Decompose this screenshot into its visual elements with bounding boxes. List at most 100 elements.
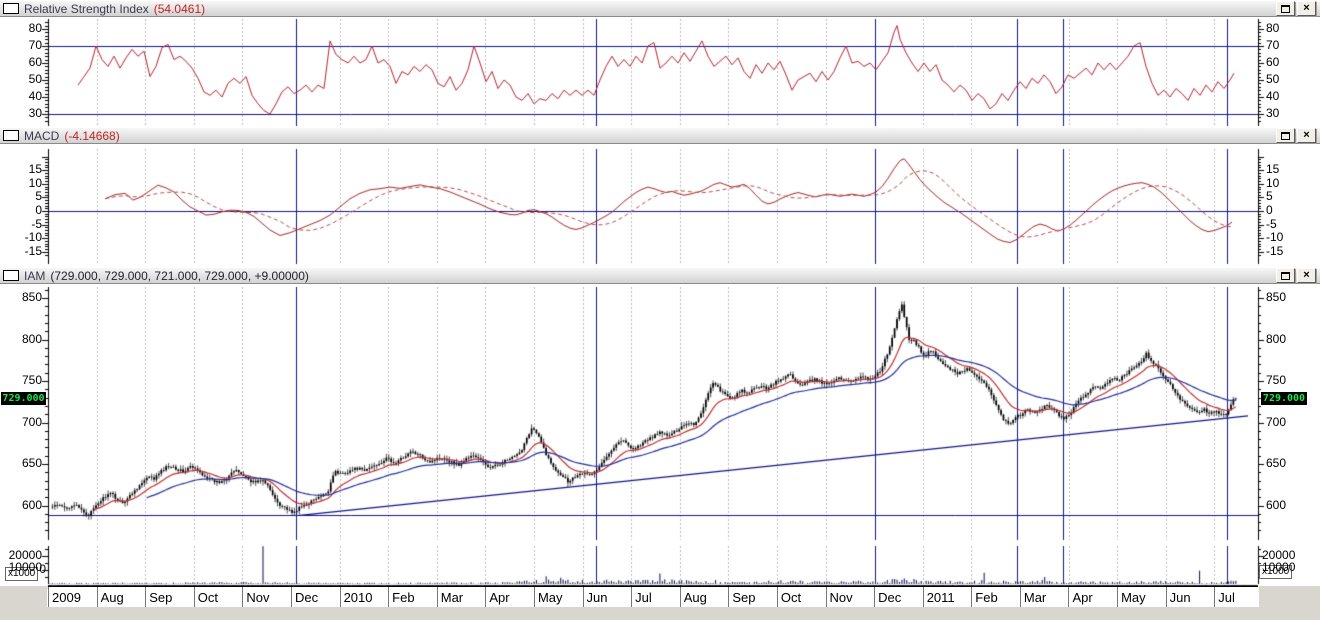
rsi-ytick-left: 50 bbox=[28, 72, 42, 86]
xaxis-month-label: Oct bbox=[776, 587, 826, 607]
price-ytick-right: 800 bbox=[1266, 331, 1287, 346]
xaxis-month-label: 2010 bbox=[339, 587, 389, 607]
rsi-ytick-right: 60 bbox=[1266, 55, 1280, 69]
macd-ytick-right: 0 bbox=[1266, 203, 1273, 217]
xaxis-month-label: Apr bbox=[1068, 587, 1117, 607]
volume-multiplier-left: x1000 bbox=[5, 567, 39, 581]
macd-ytick-right: 15 bbox=[1266, 162, 1280, 177]
rsi-ytick-right: 80 bbox=[1266, 21, 1280, 35]
rsi-ytick-left: 80 bbox=[28, 21, 42, 35]
volume-ytick-left: 10000 bbox=[8, 560, 42, 574]
macd-ytick-left: 5 bbox=[35, 189, 42, 204]
price-panel-value: (729.000, 729.000, 721.000, 729.000, +9.… bbox=[50, 268, 309, 283]
price-panel-icon bbox=[3, 270, 19, 281]
maximize-icon bbox=[1281, 271, 1290, 280]
bottom-chrome-strip bbox=[0, 607, 1320, 620]
macd-ytick-left: 15 bbox=[28, 162, 42, 177]
volume-ytick-left: 0 bbox=[39, 562, 46, 576]
rsi-window-buttons: × bbox=[1276, 1, 1316, 16]
xaxis-month-label: Dec bbox=[874, 587, 923, 607]
price-ytick-right: 650 bbox=[1266, 456, 1287, 470]
xaxis-month-label: Dec bbox=[290, 587, 340, 607]
xaxis-month-label: Mar bbox=[436, 587, 486, 607]
xaxis-month-label: May bbox=[533, 587, 583, 607]
rsi-ytick-right: 70 bbox=[1266, 38, 1280, 52]
price-ytick-right: 700 bbox=[1266, 414, 1287, 429]
xaxis-month-label: Jul bbox=[631, 587, 680, 607]
price-ytick-left: 750 bbox=[21, 373, 42, 387]
xaxis-month-label: Jun bbox=[1165, 587, 1215, 607]
macd-ytick-right: 5 bbox=[1266, 189, 1273, 204]
xaxis-month-label: 2009 bbox=[48, 587, 97, 607]
last-price-badge-left: 729.000 bbox=[1, 392, 46, 405]
rsi-panel-value: (54.0461) bbox=[153, 1, 206, 16]
rsi-panel-icon bbox=[3, 3, 19, 14]
volume-ytick-left: 20000 bbox=[8, 548, 42, 562]
price-panel-title: IAM bbox=[24, 268, 46, 283]
close-icon: × bbox=[1303, 2, 1310, 14]
volume-ytick-right: 20000 bbox=[1262, 548, 1296, 562]
rsi-ytick-left: 60 bbox=[28, 55, 42, 69]
macd-ytick-right: -10 bbox=[1266, 230, 1284, 245]
maximize-icon bbox=[1281, 131, 1290, 140]
price-ytick-left: 800 bbox=[21, 331, 42, 346]
macd-ytick-right: 10 bbox=[1266, 175, 1280, 190]
xaxis-month-label: Oct bbox=[193, 587, 243, 607]
xaxis-month-label: Feb bbox=[388, 587, 437, 607]
rsi-maximize-button[interactable] bbox=[1276, 1, 1295, 16]
rsi-panel-title: Relative Strength Index bbox=[24, 1, 149, 16]
xaxis-month-label: Apr bbox=[485, 587, 534, 607]
xaxis-month-label: 2011 bbox=[922, 587, 972, 607]
macd-close-button[interactable]: × bbox=[1297, 128, 1316, 143]
xaxis-month-label: Nov bbox=[825, 587, 875, 607]
macd-pane[interactable] bbox=[48, 145, 1258, 266]
price-ytick-left: 650 bbox=[21, 456, 42, 470]
price-ytick-right: 750 bbox=[1266, 373, 1287, 387]
rsi-panel-header[interactable]: Relative Strength Index (54.0461) × bbox=[0, 0, 1320, 17]
maximize-icon bbox=[1281, 4, 1290, 13]
price-maximize-button[interactable] bbox=[1276, 268, 1295, 283]
price-ytick-left: 850 bbox=[21, 290, 42, 304]
rsi-pane[interactable] bbox=[48, 18, 1258, 127]
rsi-close-button[interactable]: × bbox=[1297, 1, 1316, 16]
rsi-ytick-right: 50 bbox=[1266, 72, 1280, 86]
price-ytick-left: 600 bbox=[21, 497, 42, 512]
rsi-ytick-left: 40 bbox=[28, 89, 42, 103]
macd-ytick-right: -5 bbox=[1266, 216, 1277, 231]
xaxis-month-label: Sep bbox=[145, 587, 194, 607]
bottom-right-corner bbox=[1259, 586, 1320, 607]
xaxis-month-label: Mar bbox=[1019, 587, 1069, 607]
rsi-ytick-left: 70 bbox=[28, 38, 42, 52]
xaxis-month-label: Jun bbox=[582, 587, 632, 607]
macd-ytick-left: -10 bbox=[24, 230, 42, 245]
xaxis-month-label: Aug bbox=[96, 587, 146, 607]
macd-panel-title: MACD bbox=[24, 128, 60, 143]
price-ytick-left: 700 bbox=[21, 414, 42, 429]
macd-ytick-left: 0 bbox=[35, 203, 42, 217]
price-panel-header[interactable]: IAM (729.000, 729.000, 721.000, 729.000,… bbox=[0, 267, 1320, 284]
macd-maximize-button[interactable] bbox=[1276, 128, 1295, 143]
xaxis-label-strip: 2009 Aug Sep Oct Nov Dec 2010 Feb Mar Apr May Jun Ju… bbox=[48, 586, 1258, 607]
volume-pane[interactable] bbox=[48, 545, 1258, 586]
volume-ytick-right: 10000 bbox=[1262, 560, 1296, 574]
price-ytick-right: 600 bbox=[1266, 497, 1287, 512]
macd-ytick-left: 10 bbox=[28, 175, 42, 190]
xaxis-month-label: Jul bbox=[1214, 587, 1258, 607]
bottom-left-corner bbox=[0, 586, 47, 607]
xaxis-month-label: Feb bbox=[971, 587, 1020, 607]
macd-panel-header[interactable]: MACD (-4.14668) × bbox=[0, 127, 1320, 144]
volume-multiplier-right: x1000 bbox=[1259, 565, 1293, 579]
xaxis-month-label: Aug bbox=[679, 587, 729, 607]
macd-ytick-left: -5 bbox=[31, 216, 42, 231]
price-pane[interactable] bbox=[48, 285, 1258, 541]
rsi-ytick-right: 40 bbox=[1266, 89, 1280, 103]
close-icon: × bbox=[1303, 269, 1310, 281]
price-ytick-right: 850 bbox=[1266, 290, 1287, 304]
xaxis-month-label: Nov bbox=[242, 587, 291, 607]
rsi-ytick-left: 30 bbox=[28, 106, 42, 120]
xaxis-month-label: Sep bbox=[728, 587, 777, 607]
xaxis-month-label: May bbox=[1117, 587, 1166, 607]
price-close-button[interactable]: × bbox=[1297, 268, 1316, 283]
